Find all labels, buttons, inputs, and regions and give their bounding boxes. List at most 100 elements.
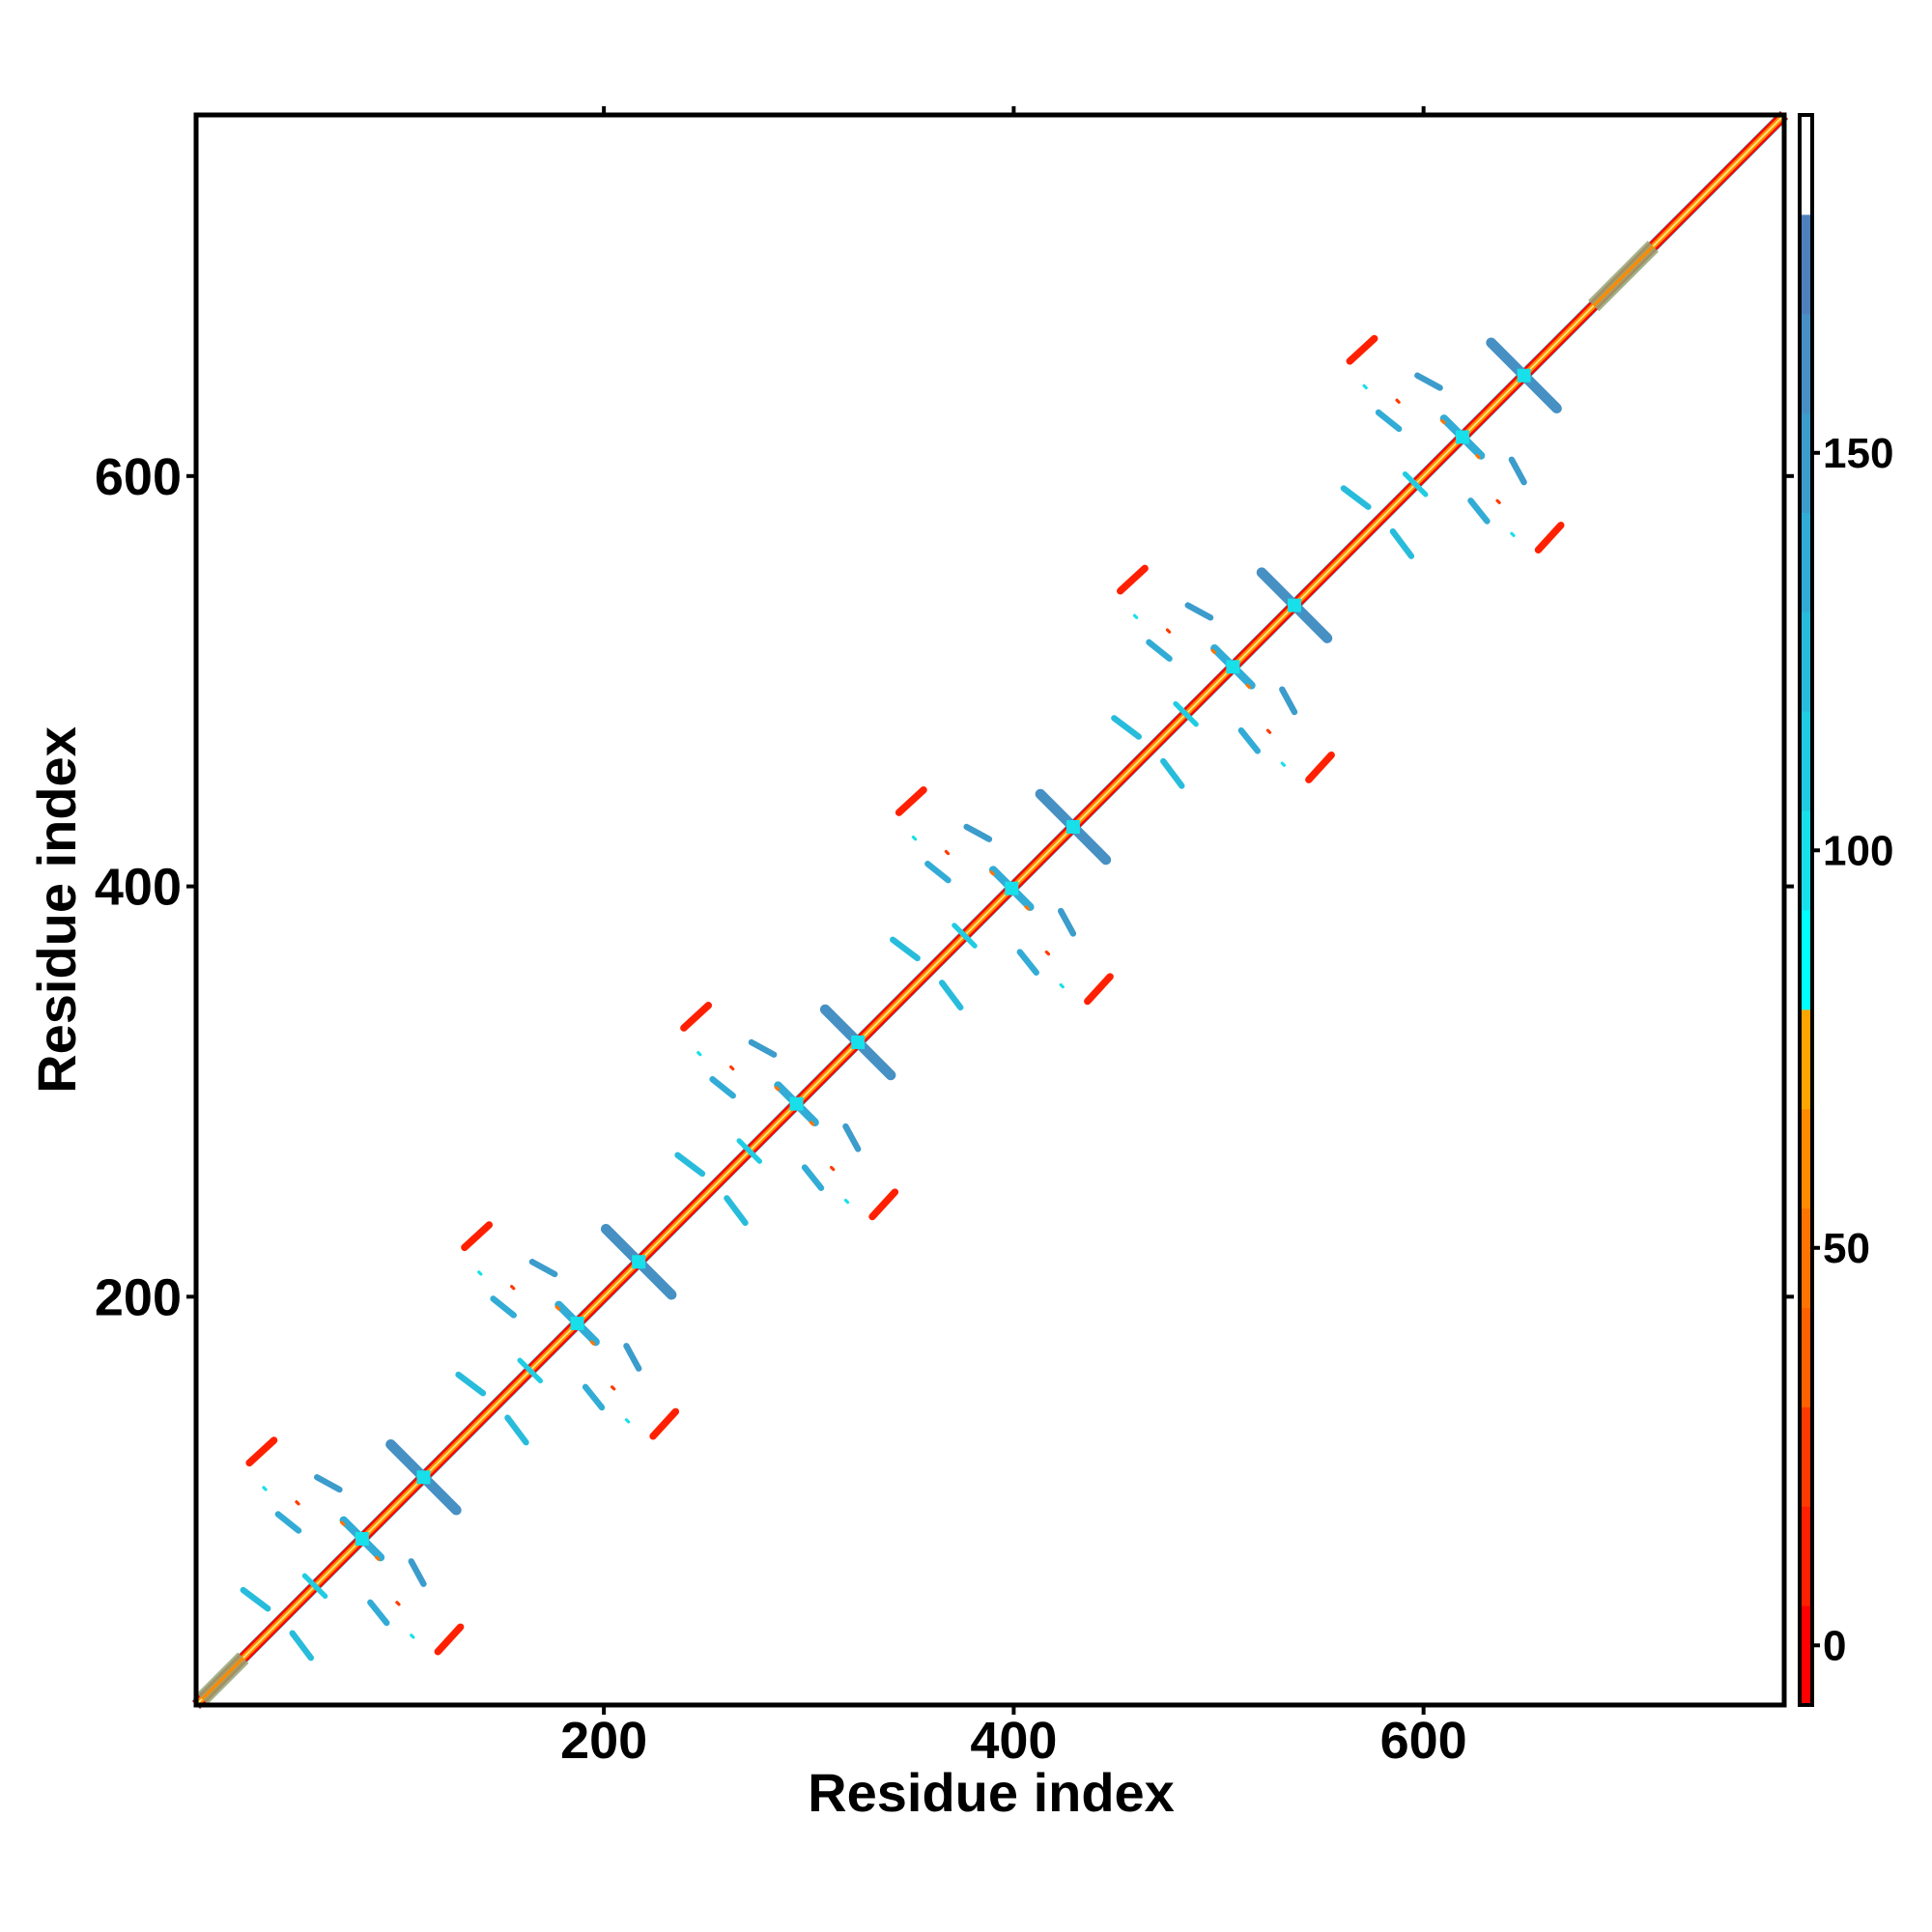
contact-streak	[890, 936, 921, 962]
contact-dot	[696, 1051, 702, 1057]
cross-center-cell	[789, 1096, 804, 1111]
contact-dot	[624, 1418, 631, 1424]
colorbar-tick-label: 150	[1823, 430, 1893, 477]
contact-dot	[1495, 498, 1501, 505]
colorbar-frame	[1798, 113, 1814, 1707]
contact-streak	[1389, 527, 1415, 559]
contact-dot	[1280, 761, 1286, 767]
contact-dot	[510, 1285, 516, 1291]
contact-streak	[623, 1343, 642, 1372]
contact-streak	[895, 786, 927, 816]
contact-streak	[1237, 726, 1262, 754]
diagonal-thick-core	[201, 1657, 244, 1700]
cross-center-cell	[1455, 430, 1469, 444]
colorbar-tick-label: 0	[1823, 1622, 1846, 1669]
contact-streak	[240, 1586, 271, 1612]
contact-dot	[1362, 384, 1368, 390]
contact-streak	[709, 1076, 736, 1099]
y-tick-label: 200	[95, 1268, 182, 1326]
cross-center-cell	[1288, 598, 1302, 612]
contact-streak	[455, 1371, 487, 1397]
contact-streak	[1279, 686, 1298, 716]
contact-dot	[1165, 628, 1172, 634]
axes	[186, 106, 1794, 1715]
contact-dot	[1475, 453, 1481, 460]
contact-streak	[274, 1511, 302, 1534]
contact-streak	[1116, 564, 1149, 595]
contact-dot	[611, 1385, 616, 1391]
contact-streak	[1058, 907, 1077, 937]
colorbar-bin	[1800, 611, 1812, 712]
x-axis-title: Residue index	[808, 1762, 1175, 1823]
contact-dot	[1132, 613, 1139, 619]
contact-dot	[911, 836, 918, 841]
contact-streak	[1414, 372, 1443, 391]
cross-center-cell	[1005, 881, 1019, 895]
contact-streak	[1305, 751, 1335, 783]
cross-center-cell	[1517, 368, 1531, 383]
cross-center-cell	[355, 1531, 369, 1546]
contact-streak	[957, 928, 978, 949]
contact-streak	[528, 1259, 558, 1278]
colorbar-bin	[1800, 1605, 1812, 1706]
x-tick-label: 600	[1380, 1712, 1467, 1770]
contact-dot	[554, 1305, 561, 1311]
colorbar-bin	[1800, 1506, 1812, 1606]
colorbar-bin	[1800, 313, 1812, 414]
contact-streak	[1340, 485, 1372, 510]
contact-streak	[801, 1164, 825, 1191]
contact-dot	[340, 1520, 346, 1526]
contact-streak	[289, 1630, 314, 1662]
cross-center-cell	[1226, 660, 1240, 674]
x-tick-label: 400	[970, 1712, 1057, 1770]
colorbar-bin	[1800, 115, 1812, 215]
contact-streak	[490, 1295, 517, 1319]
colorbar-bin	[1800, 1208, 1812, 1308]
colorbar-bin	[1800, 1108, 1812, 1209]
contact-dot	[477, 1270, 483, 1276]
contact-dot	[1024, 905, 1030, 911]
contact-dot	[944, 849, 951, 856]
colorbar-tick-label: 50	[1823, 1225, 1870, 1272]
heatmap-marks	[191, 110, 1789, 1710]
colorbar-bin	[1800, 910, 1812, 1010]
contact-streak	[1179, 707, 1199, 727]
contact-streak	[1146, 639, 1173, 663]
contact-streak	[742, 1144, 763, 1164]
colorbar-bin	[1800, 213, 1812, 315]
colorbar-bin	[1800, 1406, 1812, 1507]
contact-dot	[843, 1198, 850, 1205]
contact-streak	[523, 1363, 544, 1384]
contact-dot	[262, 1486, 268, 1492]
contact-dot	[295, 1500, 300, 1506]
contact-streak	[680, 1002, 713, 1032]
contact-streak	[842, 1122, 862, 1152]
contact-streak	[1467, 497, 1491, 525]
diagonal-thick-core	[1592, 244, 1655, 307]
contact-streak	[1016, 949, 1039, 976]
cross-center-cell	[416, 1470, 431, 1485]
colorbar	[1798, 113, 1820, 1707]
contact-streak	[1534, 522, 1565, 554]
contact-dot	[1265, 728, 1272, 734]
contact-streak	[1375, 409, 1403, 433]
contact-dot	[989, 870, 995, 876]
contact-dot	[809, 1121, 815, 1126]
contact-streak	[938, 980, 964, 1011]
contact-streak	[1508, 456, 1527, 486]
contact-streak	[674, 1151, 706, 1178]
cross-center-cell	[632, 1255, 646, 1269]
contact-streak	[313, 1474, 343, 1493]
contact-streak	[748, 1038, 778, 1058]
contact-streak	[868, 1188, 899, 1221]
x-tick-label: 200	[560, 1712, 647, 1770]
contact-streak	[1160, 757, 1185, 789]
contact-streak	[1184, 602, 1214, 621]
contact-dot	[589, 1340, 596, 1346]
contact-streak	[308, 1578, 328, 1600]
contact-dot	[1510, 531, 1516, 537]
cross-center-cell	[570, 1316, 584, 1330]
contact-streak	[1346, 334, 1378, 365]
contact-streak	[963, 823, 993, 842]
